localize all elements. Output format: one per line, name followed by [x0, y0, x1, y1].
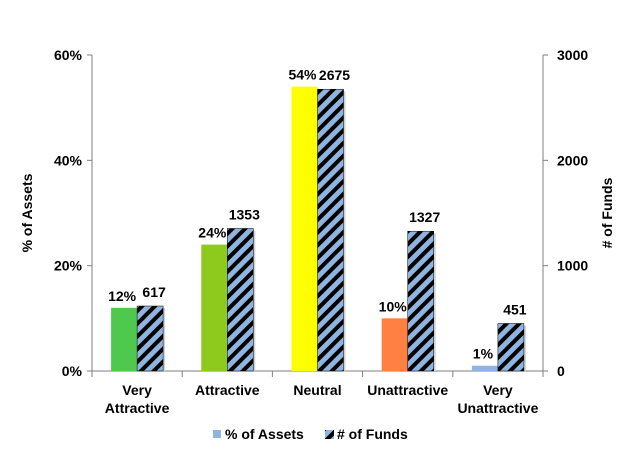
bar-funds	[497, 323, 525, 372]
data-label-funds: 1353	[229, 206, 260, 222]
bar-funds	[407, 230, 434, 372]
legend-label-assets: % of Assets	[225, 426, 304, 442]
right-tick-label: 1000	[557, 258, 588, 274]
bar-assets	[201, 244, 228, 371]
left-tick-label: 0%	[62, 363, 83, 379]
bar-funds	[136, 305, 164, 372]
category-label: Unattractive	[367, 382, 448, 398]
category-label: Neutral	[293, 382, 341, 398]
bar-funds	[227, 228, 254, 372]
data-label-assets: 54%	[288, 67, 317, 83]
category-label: Unattractive	[457, 400, 538, 416]
bar-assets	[111, 307, 138, 371]
legend-swatch-assets	[213, 430, 221, 438]
bar-assets	[291, 86, 318, 371]
data-label-funds: 451	[503, 301, 527, 317]
right-axis-title: # of Funds	[599, 177, 615, 248]
category-label: Very	[122, 382, 152, 398]
category-label: Attractive	[195, 382, 260, 398]
data-label-assets: 1%	[473, 346, 494, 362]
data-label-assets: 24%	[198, 225, 227, 241]
right-tick-label: 2000	[557, 152, 588, 168]
data-label-funds: 2675	[319, 67, 350, 83]
bar-funds	[317, 88, 344, 372]
data-label-assets: 12%	[108, 288, 137, 304]
legend-label-funds: # of Funds	[337, 426, 408, 442]
legend-swatch-funds	[325, 430, 334, 439]
left-tick-label: 60%	[54, 47, 83, 63]
category-label: Very	[483, 382, 513, 398]
bar-assets	[381, 318, 408, 371]
data-label-funds: 617	[142, 284, 166, 300]
bar-assets	[471, 365, 498, 371]
right-tick-label: 0	[557, 363, 565, 379]
left-axis-title: % of Assets	[19, 173, 35, 252]
category-label: Attractive	[105, 400, 170, 416]
right-tick-label: 3000	[557, 47, 588, 63]
left-tick-label: 20%	[54, 258, 83, 274]
data-label-assets: 10%	[379, 298, 408, 314]
left-tick-label: 40%	[54, 152, 83, 168]
data-label-funds: 1327	[409, 209, 440, 225]
